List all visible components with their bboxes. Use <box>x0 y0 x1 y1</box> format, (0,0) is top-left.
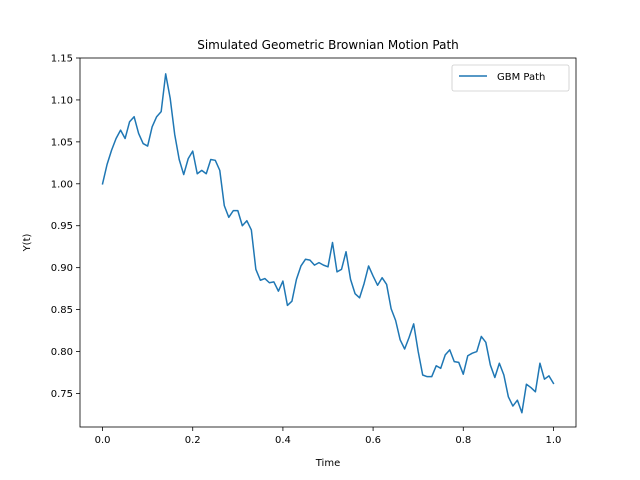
y-tick-label: 0.80 <box>51 347 73 358</box>
legend-label-gbm-path: GBM Path <box>497 72 545 83</box>
y-axis-ticks: 0.75 0.80 0.85 0.90 0.95 1.00 1.05 1.10 1.15 <box>51 54 80 400</box>
y-tick-label: 1.15 <box>51 54 73 65</box>
y-tick-label: 0.90 <box>51 263 73 274</box>
x-tick-label: 0.0 <box>95 435 111 446</box>
legend-box <box>451 64 570 92</box>
y-tick-label: 0.95 <box>51 221 73 232</box>
x-tick-label: 0.2 <box>185 435 201 446</box>
chart-title: Simulated Geometric Brownian Motion Path <box>197 38 459 52</box>
axes-frame <box>79 57 577 428</box>
x-tick-label: 0.4 <box>275 435 291 446</box>
x-tick-label: 0.8 <box>455 435 471 446</box>
y-tick-label: 1.10 <box>51 95 73 106</box>
x-axis-label: Time <box>315 458 340 469</box>
y-tick-label: 0.85 <box>51 305 73 316</box>
y-tick-label: 1.05 <box>51 137 73 148</box>
plot-layer <box>101 73 555 414</box>
x-axis-ticks: 0.0 0.2 0.4 0.6 0.8 1.0 <box>95 427 562 446</box>
legend: GBM Path <box>451 64 570 92</box>
y-tick-label: 1.00 <box>51 179 73 190</box>
series-line-gbm-path <box>101 73 555 414</box>
y-tick-label: 0.75 <box>51 389 73 400</box>
y-axis-label: Y(t) <box>22 233 33 252</box>
x-tick-label: 0.6 <box>365 435 381 446</box>
x-tick-label: 1.0 <box>546 435 562 446</box>
